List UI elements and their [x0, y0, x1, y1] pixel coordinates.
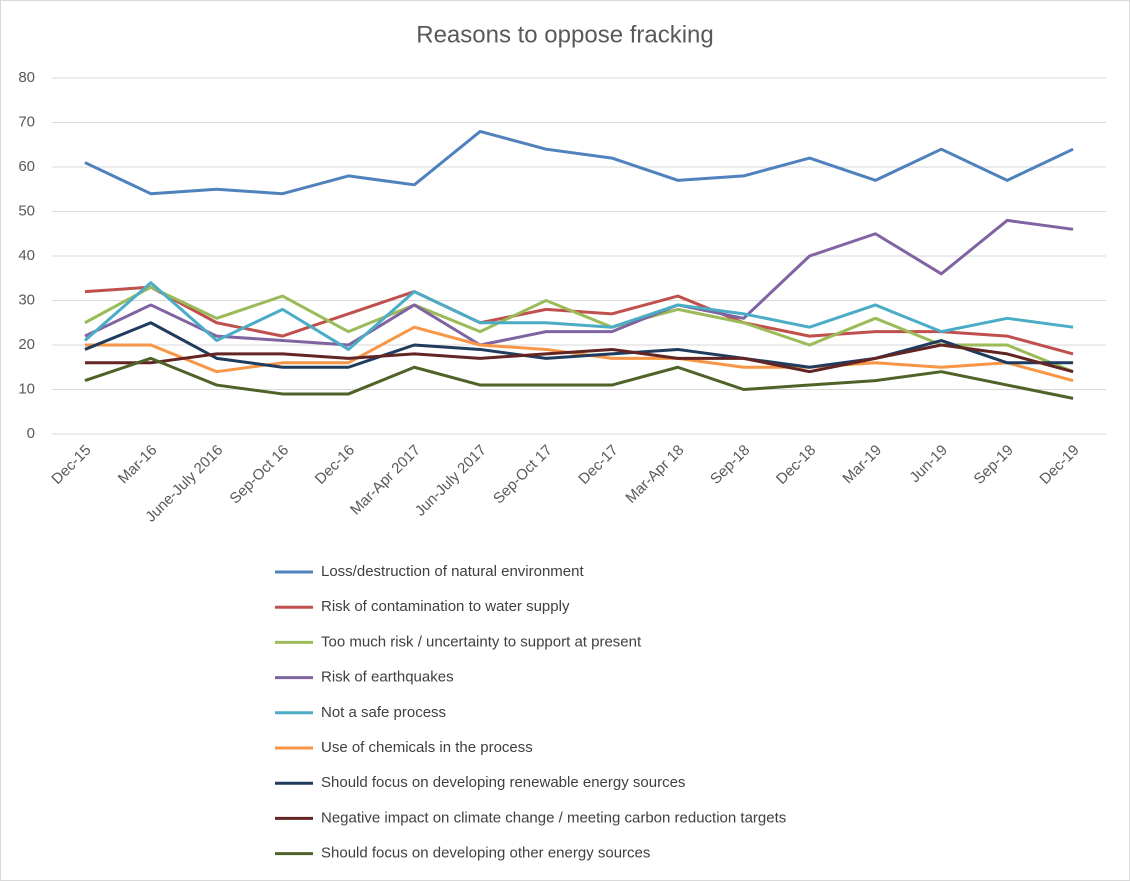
- series-line: [83, 281, 1074, 351]
- legend-label: Risk of earthquakes: [321, 669, 454, 686]
- legend-label: Negative impact on climate change / meet…: [321, 809, 786, 826]
- y-tick-label: 10: [18, 380, 35, 397]
- y-tick-label: 50: [18, 202, 35, 219]
- legend-label: Risk of contamination to water supply: [321, 598, 570, 615]
- legend-label: Not a safe process: [321, 704, 446, 721]
- legend-label: Loss/destruction of natural environment: [321, 563, 584, 580]
- y-tick-label: 0: [27, 425, 35, 442]
- legend-label: Too much risk / uncertainty to support a…: [321, 633, 642, 650]
- legend-label: Should focus on developing renewable ene…: [321, 774, 685, 791]
- series-line: [84, 356, 1074, 400]
- series-line: [84, 325, 1074, 383]
- y-tick-label: 20: [18, 336, 35, 353]
- series-line: [84, 218, 1074, 347]
- y-tick-label: 60: [18, 158, 35, 175]
- series-line: [84, 129, 1074, 196]
- chart-title: Reasons to oppose fracking: [416, 21, 714, 48]
- series-line: [84, 343, 1074, 374]
- series-line: [84, 285, 1074, 374]
- legend-label: Should focus on developing other energy …: [321, 845, 650, 862]
- legend-label: Use of chemicals in the process: [321, 739, 533, 756]
- y-tick-label: 30: [18, 291, 35, 308]
- series-line: [84, 321, 1074, 369]
- y-tick-label: 40: [18, 247, 35, 264]
- y-tick-label: 70: [18, 113, 35, 130]
- y-tick-label: 80: [18, 69, 35, 86]
